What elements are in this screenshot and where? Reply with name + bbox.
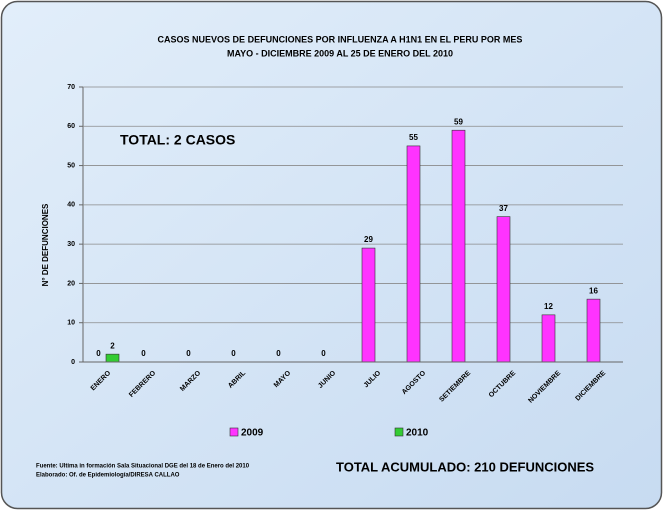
- data-label: 0: [186, 349, 191, 358]
- data-label: 16: [589, 286, 598, 295]
- y-tick-label: 40: [67, 202, 75, 209]
- annotation: TOTAL ACUMULADO: 210 DEFUNCIONES: [336, 459, 594, 474]
- bar: [406, 145, 421, 363]
- source-note: Fuente: Ultima in formación Sala Situaci…: [36, 464, 250, 470]
- data-label: 29: [364, 235, 373, 244]
- data-label: 0: [321, 349, 326, 358]
- y-tick-label: 20: [67, 280, 75, 287]
- annotation: TOTAL: 2 CASOS: [120, 132, 235, 148]
- y-axis-label: N° DE DEFUNCIONES: [41, 203, 50, 286]
- legend-label: 2009: [241, 428, 264, 439]
- y-tick-label: 70: [67, 84, 75, 91]
- y-tick-label: 60: [67, 123, 75, 130]
- y-tick-label: 0: [71, 359, 75, 366]
- legend-swatch: [394, 427, 404, 437]
- data-label: 0: [231, 349, 236, 358]
- data-label: 55: [409, 133, 418, 142]
- legend-swatch: [229, 427, 239, 437]
- y-tick-label: 50: [67, 162, 75, 169]
- data-label: 37: [499, 204, 508, 213]
- y-tick-label: 10: [67, 320, 75, 327]
- bar: [361, 247, 376, 363]
- legend-label: 2010: [406, 428, 429, 439]
- bar: [105, 353, 120, 363]
- data-label: 0: [276, 349, 281, 358]
- bar: [451, 129, 466, 363]
- bar: [586, 298, 601, 363]
- data-label: 12: [544, 302, 553, 311]
- chart-title: CASOS NUEVOS DE DEFUNCIONES POR INFLUENZ…: [158, 34, 523, 44]
- data-label: 0: [96, 349, 101, 358]
- bar: [541, 314, 556, 363]
- chart-subtitle: MAYO - DICIEMBRE 2009 AL 25 DE ENERO DEL…: [227, 48, 453, 58]
- data-label: 0: [141, 349, 146, 358]
- data-label: 59: [454, 117, 463, 126]
- y-tick-label: 30: [67, 241, 75, 248]
- data-label: 2: [110, 341, 115, 350]
- bar: [496, 216, 511, 363]
- source-note: Elaborado: Of. de Epidemiología/DIRESA C…: [36, 473, 180, 479]
